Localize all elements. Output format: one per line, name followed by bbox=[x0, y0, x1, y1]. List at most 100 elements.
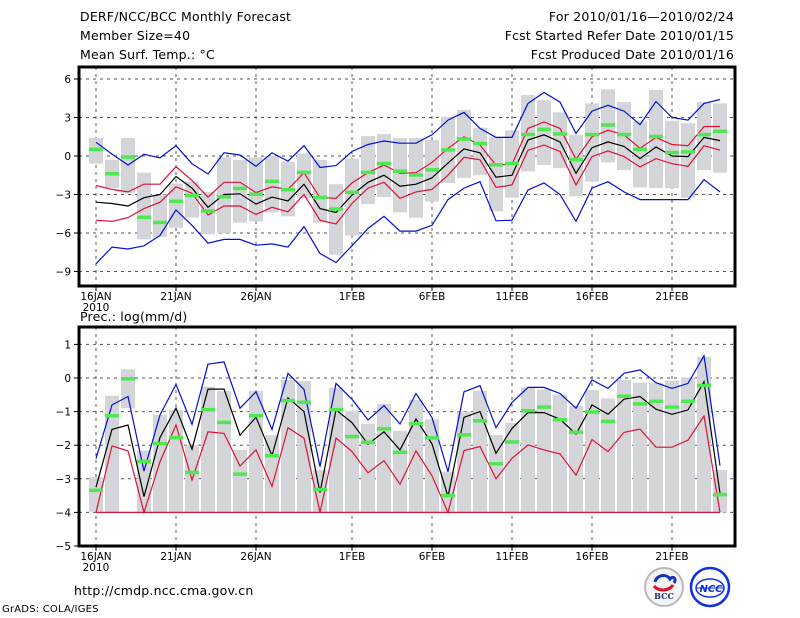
member-range-bar bbox=[665, 380, 679, 513]
member-range-bar bbox=[601, 398, 615, 513]
plot-frame bbox=[77, 325, 737, 548]
source-url[interactable]: http://cmdp.ncc.cma.gov.cn bbox=[74, 583, 254, 598]
y-tick-label: 0 bbox=[64, 151, 71, 163]
ncc-logo: NCC bbox=[689, 566, 731, 608]
member-range-bar bbox=[105, 395, 119, 513]
observed-marker bbox=[441, 493, 455, 498]
y-tick-label: 1 bbox=[64, 339, 71, 351]
observed-marker bbox=[233, 186, 247, 191]
observed-marker bbox=[217, 195, 231, 199]
observed-marker bbox=[713, 129, 727, 134]
member-range-bar bbox=[649, 89, 663, 189]
observed-marker bbox=[249, 192, 263, 196]
observed-marker bbox=[329, 407, 343, 412]
x-tick-label: 26JAN bbox=[240, 551, 271, 563]
observed-marker bbox=[457, 137, 471, 141]
observed-marker bbox=[553, 418, 567, 422]
member-range-bar bbox=[329, 184, 343, 255]
forecast-produced-date: Fcst Produced Date 2010/01/16 bbox=[530, 47, 734, 62]
observed-marker bbox=[105, 171, 119, 176]
observed-marker bbox=[233, 472, 247, 476]
observed-marker bbox=[153, 441, 167, 446]
member-range-bar bbox=[697, 356, 711, 513]
observed-marker bbox=[681, 399, 695, 404]
member-range-bar bbox=[313, 159, 327, 223]
member-range-bar bbox=[473, 127, 487, 176]
observed-marker bbox=[505, 161, 519, 166]
member-range-bar bbox=[377, 403, 391, 513]
observed-marker bbox=[633, 147, 647, 152]
observed-marker bbox=[265, 179, 279, 184]
observed-marker bbox=[345, 190, 359, 195]
observed-marker bbox=[409, 173, 423, 177]
observed-marker bbox=[137, 459, 151, 464]
observed-marker bbox=[505, 440, 519, 444]
member-range-bar bbox=[473, 390, 487, 513]
observed-marker bbox=[281, 398, 295, 403]
observed-marker bbox=[537, 127, 551, 132]
x-tick-label: 6FEB bbox=[419, 551, 446, 563]
member-range-bar bbox=[393, 430, 407, 513]
y-tick-label: 0 bbox=[64, 373, 71, 385]
observed-marker bbox=[537, 405, 551, 409]
series-line-ensemble-mean bbox=[95, 379, 721, 497]
series-line-mean-sd bbox=[95, 121, 720, 199]
observed-marker bbox=[153, 220, 167, 225]
member-range-bar bbox=[585, 103, 599, 182]
x-tick-label: 11FEB bbox=[495, 291, 528, 303]
observed-marker bbox=[313, 487, 327, 492]
member-range-bar bbox=[409, 138, 423, 218]
observed-marker bbox=[473, 141, 487, 146]
observed-marker bbox=[313, 195, 327, 200]
series-line-min bbox=[95, 178, 721, 265]
member-range-bar bbox=[249, 157, 263, 222]
member-range-bar bbox=[665, 120, 679, 189]
x-tick-sublabel: 2010 bbox=[83, 302, 110, 314]
member-range-bar bbox=[681, 377, 695, 513]
observed-marker bbox=[201, 407, 215, 412]
observed-marker bbox=[617, 132, 631, 137]
observed-marker bbox=[121, 155, 135, 159]
bcc-logo-text: BCC bbox=[654, 591, 674, 601]
series-line-max bbox=[95, 354, 721, 472]
x-tick-label: 16FEB bbox=[575, 551, 608, 563]
member-range-bar bbox=[633, 382, 647, 513]
observed-marker bbox=[249, 413, 263, 418]
grads-credit: GrADS: COLA/IGES bbox=[2, 604, 99, 615]
y-tick-label: −5 bbox=[56, 541, 71, 553]
x-tick-label: 16JAN bbox=[80, 291, 111, 303]
observed-marker bbox=[329, 207, 343, 211]
observed-marker bbox=[361, 170, 375, 175]
member-range-bar bbox=[249, 390, 263, 513]
member-range-bar bbox=[345, 410, 359, 513]
observed-marker bbox=[569, 157, 583, 162]
x-tick-label: 16FEB bbox=[575, 291, 608, 303]
x-tick-label: 21FEB bbox=[655, 551, 688, 563]
observed-marker bbox=[553, 132, 567, 136]
observed-marker bbox=[569, 430, 583, 434]
observed-marker bbox=[585, 132, 599, 137]
member-range-bar bbox=[521, 387, 535, 513]
member-range-bar bbox=[329, 387, 343, 513]
member-range-bar bbox=[345, 158, 359, 236]
member-range-bar bbox=[169, 183, 183, 228]
observed-marker bbox=[489, 162, 503, 167]
forecast-period: For 2010/01/16—2010/02/24 bbox=[548, 9, 734, 24]
member-range-bar bbox=[489, 136, 503, 212]
observed-marker bbox=[361, 440, 375, 445]
observed-marker bbox=[697, 132, 711, 137]
ncc-logo-text: NCC bbox=[699, 584, 723, 595]
member-range-bar bbox=[265, 156, 279, 213]
member-range-bar bbox=[185, 181, 199, 218]
observed-marker bbox=[393, 169, 407, 173]
member-range-bar bbox=[281, 380, 295, 513]
forecast-started-date: Fcst Started Refer Date 2010/01/15 bbox=[504, 28, 734, 43]
temp-variable-label: Mean Surf. Temp.: °C bbox=[80, 47, 215, 62]
observed-marker bbox=[425, 168, 439, 172]
observed-marker bbox=[457, 433, 471, 437]
x-tick-label: 1FEB bbox=[339, 551, 366, 563]
observed-marker bbox=[377, 161, 391, 166]
